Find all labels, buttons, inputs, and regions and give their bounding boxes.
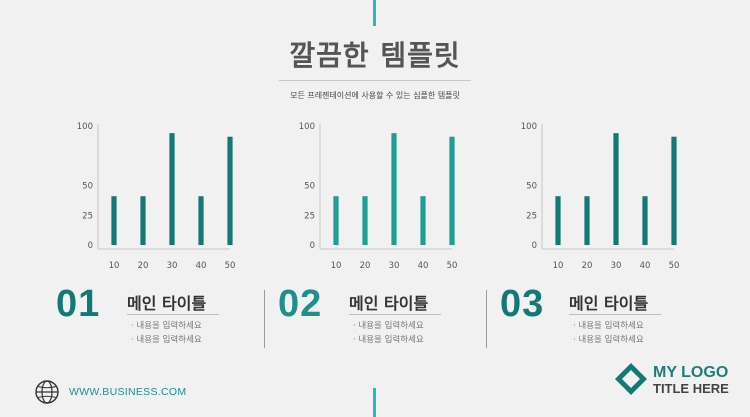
chart-bar <box>613 133 619 245</box>
chart-bar <box>362 196 368 245</box>
chart-bar <box>111 196 117 245</box>
y-tick-label: 25 <box>304 211 315 221</box>
section-divider-1 <box>264 290 265 348</box>
x-tick-label: 10 <box>109 261 120 271</box>
x-tick-label: 40 <box>640 261 651 271</box>
x-tick-label: 40 <box>196 261 207 271</box>
x-tick-label: 20 <box>138 261 149 271</box>
chart-bar <box>391 133 397 245</box>
section-number-1: 01 <box>56 283 101 325</box>
x-tick-label: 30 <box>389 261 400 271</box>
website-link[interactable]: WWW.BUSINESS.COM <box>69 386 187 398</box>
x-tick-label: 10 <box>331 261 342 271</box>
chart-bar <box>227 136 233 245</box>
y-tick-label: 0 <box>310 241 315 251</box>
y-tick-label: 100 <box>299 122 315 132</box>
y-tick-label: 0 <box>532 241 537 251</box>
y-tick-label: 50 <box>526 182 537 192</box>
x-tick-label: 40 <box>418 261 429 271</box>
chart-bar <box>449 136 455 245</box>
bullet-1-2: · 내용을 입력하세요 <box>131 335 202 345</box>
chart-bar <box>584 196 590 245</box>
bar-chart-2: 0 25 50 100 10 20 30 40 50 <box>299 118 470 278</box>
x-tick-label: 50 <box>447 261 458 271</box>
chart-bar <box>198 196 204 245</box>
chart-bar <box>169 133 175 245</box>
chart-bar <box>333 196 339 245</box>
chart-svg: 0 25 50 100 10 20 30 40 50 <box>77 122 236 271</box>
chart-bar <box>420 196 426 245</box>
section-divider-2 <box>486 290 487 348</box>
chart-bar <box>555 196 561 245</box>
bullet-1-1: · 내용을 입력하세요 <box>131 321 202 331</box>
section-rule-1 <box>127 314 219 315</box>
section-rule-3 <box>569 314 661 315</box>
bar-chart-1: 0 25 50 100 10 20 30 40 50 <box>77 118 248 278</box>
y-tick-label: 50 <box>82 182 93 192</box>
page-title: 깔끔한 템플릿 <box>289 39 461 72</box>
diamond-logo-icon <box>615 363 647 395</box>
y-tick-label: 50 <box>304 182 315 192</box>
x-tick-label: 30 <box>611 261 622 271</box>
chart-bar <box>642 196 648 245</box>
x-tick-label: 20 <box>582 261 593 271</box>
title-underline <box>279 80 471 81</box>
chart-bar <box>140 196 146 245</box>
chart-svg: 0 25 50 100 10 20 30 40 50 <box>299 122 458 271</box>
x-tick-label: 30 <box>167 261 178 271</box>
y-tick-label: 25 <box>526 211 537 221</box>
x-tick-label: 20 <box>360 261 371 271</box>
bullet-3-2: · 내용을 입력하세요 <box>573 335 644 345</box>
y-tick-label: 25 <box>82 211 93 221</box>
y-tick-label: 0 <box>88 241 93 251</box>
section-title-3: 메인 타이틀 <box>569 294 649 313</box>
accent-line-bottom <box>373 388 376 417</box>
x-tick-label: 50 <box>225 261 236 271</box>
x-tick-label: 10 <box>553 261 564 271</box>
x-tick-label: 50 <box>669 261 680 271</box>
bullet-2-1: · 내용을 입력하세요 <box>353 321 424 331</box>
section-number-3: 03 <box>500 283 545 325</box>
logo-main-text: MY LOGO <box>653 364 729 381</box>
chart-svg: 0 25 50 100 10 20 30 40 50 <box>521 122 680 271</box>
section-title-1: 메인 타이틀 <box>127 294 207 313</box>
bar-chart-3: 0 25 50 100 10 20 30 40 50 <box>521 118 692 278</box>
accent-line-top <box>373 0 376 26</box>
logo-sub-text: TITLE HERE <box>653 381 729 396</box>
section-number-2: 02 <box>278 283 323 325</box>
y-tick-label: 100 <box>77 122 93 132</box>
page-subtitle: 모든 프레젠테이션에 사용할 수 있는 심플한 템플릿 <box>290 91 460 100</box>
bullet-2-2: · 내용을 입력하세요 <box>353 335 424 345</box>
bullet-3-1: · 내용을 입력하세요 <box>573 321 644 331</box>
y-tick-label: 100 <box>521 122 537 132</box>
globe-icon <box>35 380 59 404</box>
section-rule-2 <box>349 314 441 315</box>
chart-bar <box>671 136 677 245</box>
section-title-2: 메인 타이틀 <box>349 294 429 313</box>
